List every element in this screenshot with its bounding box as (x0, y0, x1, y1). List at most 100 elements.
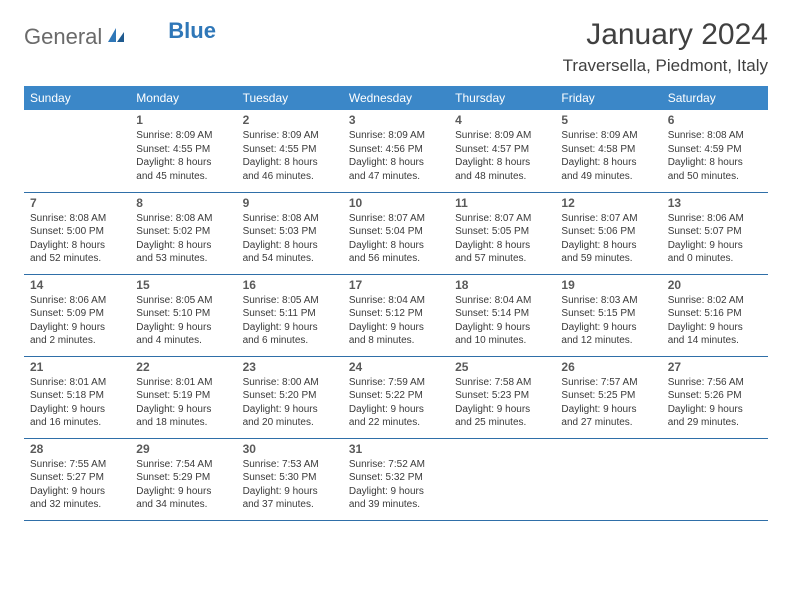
day-details: Sunrise: 7:55 AMSunset: 5:27 PMDaylight:… (30, 458, 124, 512)
calendar-day-cell: 14Sunrise: 8:06 AMSunset: 5:09 PMDayligh… (24, 274, 130, 356)
day-number: 31 (349, 442, 443, 456)
day-header: Tuesday (237, 86, 343, 110)
calendar-empty-cell (449, 438, 555, 520)
day-details: Sunrise: 7:56 AMSunset: 5:26 PMDaylight:… (668, 376, 762, 430)
calendar-day-cell: 22Sunrise: 8:01 AMSunset: 5:19 PMDayligh… (130, 356, 236, 438)
day-number: 11 (455, 196, 549, 210)
calendar-week-row: 7 Sunrise: 8:08 AMSunset: 5:00 PMDaylight… (24, 192, 768, 274)
day-header: Saturday (662, 86, 768, 110)
day-number: 20 (668, 278, 762, 292)
day-number: 2 (243, 113, 337, 127)
day-details: Sunrise: 7:52 AMSunset: 5:32 PMDaylight:… (349, 458, 443, 512)
day-number: 6 (668, 113, 762, 127)
calendar-day-cell: 29Sunrise: 7:54 AMSunset: 5:29 PMDayligh… (130, 438, 236, 520)
day-details: Sunrise: 8:03 AMSunset: 5:15 PMDaylight:… (561, 294, 655, 348)
day-number: 13 (668, 196, 762, 210)
day-details: Sunrise: 8:04 AMSunset: 5:14 PMDaylight:… (455, 294, 549, 348)
day-details: Sunrise: 7:57 AMSunset: 5:25 PMDaylight:… (561, 376, 655, 430)
calendar-day-cell: 30 Sunrise: 7:53 AMSunset: 5:30 PMDayligh… (237, 438, 343, 520)
calendar-day-cell: 5 Sunrise: 8:09 AMSunset: 4:58 PMDaylight… (555, 110, 661, 192)
calendar-day-cell: 19 Sunrise: 8:03 AMSunset: 5:15 PMDayligh… (555, 274, 661, 356)
calendar-day-cell: 2 Sunrise: 8:09 AMSunset: 4:55 PMDaylight… (237, 110, 343, 192)
day-number: 12 (561, 196, 655, 210)
day-number: 18 (455, 278, 549, 292)
day-number: 22 (136, 360, 230, 374)
day-details: Sunrise: 8:09 AMSunset: 4:55 PMDaylight:… (243, 129, 337, 183)
day-header: Thursday (449, 86, 555, 110)
day-number: 9 (243, 196, 337, 210)
day-number: 26 (561, 360, 655, 374)
day-details: Sunrise: 8:08 AMSunset: 5:00 PMDaylight:… (30, 212, 124, 266)
brand-logo: General Blue (24, 24, 216, 50)
day-details: Sunrise: 8:08 AMSunset: 5:02 PMDaylight:… (136, 212, 230, 266)
day-details: Sunrise: 8:08 AMSunset: 4:59 PMDaylight:… (668, 129, 762, 183)
day-details: Sunrise: 8:07 AMSunset: 5:04 PMDaylight:… (349, 212, 443, 266)
day-number: 21 (30, 360, 124, 374)
brand-part2: Blue (168, 18, 216, 44)
day-details: Sunrise: 8:09 AMSunset: 4:56 PMDaylight:… (349, 129, 443, 183)
day-number: 7 (30, 196, 124, 210)
day-number: 4 (455, 113, 549, 127)
calendar-day-cell: 28 Sunrise: 7:55 AMSunset: 5:27 PMDayligh… (24, 438, 130, 520)
calendar-head: SundayMondayTuesdayWednesdayThursdayFrid… (24, 86, 768, 110)
calendar-empty-cell (24, 110, 130, 192)
day-details: Sunrise: 8:08 AMSunset: 5:03 PMDaylight:… (243, 212, 337, 266)
calendar-day-cell: 15 Sunrise: 8:05 AMSunset: 5:10 PMDayligh… (130, 274, 236, 356)
day-details: Sunrise: 8:09 AMSunset: 4:55 PMDaylight:… (136, 129, 230, 183)
calendar-body: 1 Sunrise: 8:09 AMSunset: 4:55 PMDaylight… (24, 110, 768, 520)
calendar-day-cell: 11 Sunrise: 8:07 AMSunset: 5:05 PMDayligh… (449, 192, 555, 274)
calendar-day-cell: 4 Sunrise: 8:09 AMSunset: 4:57 PMDaylight… (449, 110, 555, 192)
calendar-day-cell: 18 Sunrise: 8:04 AMSunset: 5:14 PMDayligh… (449, 274, 555, 356)
day-details: Sunrise: 8:09 AMSunset: 4:58 PMDaylight:… (561, 129, 655, 183)
calendar-day-cell: 1 Sunrise: 8:09 AMSunset: 4:55 PMDaylight… (130, 110, 236, 192)
day-number: 23 (243, 360, 337, 374)
calendar-day-cell: 3Sunrise: 8:09 AMSunset: 4:56 PMDaylight… (343, 110, 449, 192)
day-details: Sunrise: 8:09 AMSunset: 4:57 PMDaylight:… (455, 129, 549, 183)
day-details: Sunrise: 7:53 AMSunset: 5:30 PMDaylight:… (243, 458, 337, 512)
day-number: 14 (30, 278, 124, 292)
calendar-day-cell: 27 Sunrise: 7:56 AMSunset: 5:26 PMDayligh… (662, 356, 768, 438)
calendar-day-cell: 12Sunrise: 8:07 AMSunset: 5:06 PMDayligh… (555, 192, 661, 274)
day-details: Sunrise: 8:05 AMSunset: 5:10 PMDaylight:… (136, 294, 230, 348)
day-number: 25 (455, 360, 549, 374)
day-number: 27 (668, 360, 762, 374)
day-number: 8 (136, 196, 230, 210)
day-header: Monday (130, 86, 236, 110)
calendar-table: SundayMondayTuesdayWednesdayThursdayFrid… (24, 86, 768, 521)
day-number: 5 (561, 113, 655, 127)
day-details: Sunrise: 8:07 AMSunset: 5:05 PMDaylight:… (455, 212, 549, 266)
day-number: 30 (243, 442, 337, 456)
day-number: 24 (349, 360, 443, 374)
calendar-day-cell: 9 Sunrise: 8:08 AMSunset: 5:03 PMDaylight… (237, 192, 343, 274)
location-subtitle: Traversella, Piedmont, Italy (563, 56, 768, 76)
day-number: 28 (30, 442, 124, 456)
calendar-day-cell: 26 Sunrise: 7:57 AMSunset: 5:25 PMDayligh… (555, 356, 661, 438)
day-details: Sunrise: 7:59 AMSunset: 5:22 PMDaylight:… (349, 376, 443, 430)
day-details: Sunrise: 7:58 AMSunset: 5:23 PMDaylight:… (455, 376, 549, 430)
calendar-week-row: 28 Sunrise: 7:55 AMSunset: 5:27 PMDayligh… (24, 438, 768, 520)
day-header: Wednesday (343, 86, 449, 110)
day-number: 16 (243, 278, 337, 292)
page-header: General Blue January 2024 Traversella, P… (24, 18, 768, 76)
calendar-week-row: 21Sunrise: 8:01 AMSunset: 5:18 PMDayligh… (24, 356, 768, 438)
calendar-day-cell: 8 Sunrise: 8:08 AMSunset: 5:02 PMDaylight… (130, 192, 236, 274)
brand-part1: General (24, 24, 102, 50)
day-number: 10 (349, 196, 443, 210)
day-number: 19 (561, 278, 655, 292)
day-details: Sunrise: 8:04 AMSunset: 5:12 PMDaylight:… (349, 294, 443, 348)
day-number: 29 (136, 442, 230, 456)
calendar-day-cell: 31 Sunrise: 7:52 AMSunset: 5:32 PMDayligh… (343, 438, 449, 520)
calendar-day-cell: 13Sunrise: 8:06 AMSunset: 5:07 PMDayligh… (662, 192, 768, 274)
day-number: 15 (136, 278, 230, 292)
day-header: Sunday (24, 86, 130, 110)
brand-sail-icon (106, 26, 126, 49)
day-number: 1 (136, 113, 230, 127)
day-details: Sunrise: 8:02 AMSunset: 5:16 PMDaylight:… (668, 294, 762, 348)
calendar-day-cell: 16 Sunrise: 8:05 AMSunset: 5:11 PMDayligh… (237, 274, 343, 356)
calendar-empty-cell (662, 438, 768, 520)
day-details: Sunrise: 8:05 AMSunset: 5:11 PMDaylight:… (243, 294, 337, 348)
calendar-day-cell: 23 Sunrise: 8:00 AMSunset: 5:20 PMDayligh… (237, 356, 343, 438)
calendar-day-cell: 20 Sunrise: 8:02 AMSunset: 5:16 PMDayligh… (662, 274, 768, 356)
day-details: Sunrise: 8:00 AMSunset: 5:20 PMDaylight:… (243, 376, 337, 430)
month-title: January 2024 (563, 18, 768, 52)
